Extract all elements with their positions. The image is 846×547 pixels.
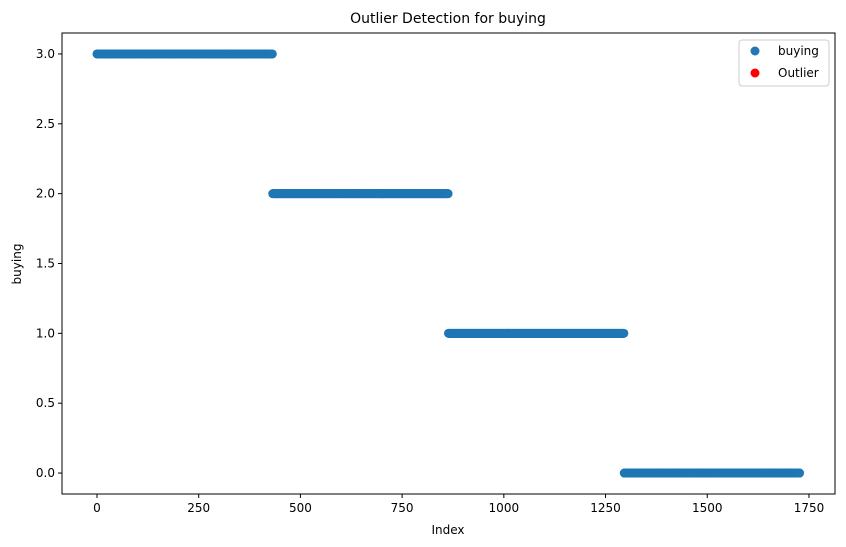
x-tick-label: 1750 bbox=[794, 501, 825, 515]
y-axis-ticks: 0.0 0.5 1.0 1.5 2.0 2.5 3.0 bbox=[36, 47, 62, 480]
legend: buying Outlier bbox=[738, 39, 830, 87]
series-0-run-0 bbox=[92, 49, 277, 59]
series-0-run-1 bbox=[268, 189, 453, 199]
data-point bbox=[443, 189, 453, 199]
data-point bbox=[619, 328, 629, 338]
x-tick-label: 500 bbox=[289, 501, 312, 515]
y-tick-label: 0.5 bbox=[36, 396, 55, 410]
x-tick-label: 1250 bbox=[590, 501, 621, 515]
chart-title: Outlier Detection for buying bbox=[350, 11, 546, 27]
y-tick-label: 0.0 bbox=[36, 466, 55, 480]
plot-area-frame bbox=[61, 32, 836, 495]
x-tick-label: 1000 bbox=[489, 501, 520, 515]
x-axis-ticks: 0 250 500 750 1000 1250 1500 1750 bbox=[93, 494, 824, 515]
y-tick-label: 3.0 bbox=[36, 47, 55, 61]
x-tick-label: 1500 bbox=[692, 501, 723, 515]
legend-marker-buying bbox=[750, 46, 760, 56]
legend-label-buying: buying bbox=[778, 44, 819, 58]
legend-marker-outlier bbox=[750, 68, 760, 78]
x-tick-label: 0 bbox=[93, 501, 101, 515]
y-tick-label: 2.5 bbox=[36, 117, 55, 131]
y-tick-label: 1.0 bbox=[36, 326, 55, 340]
legend-label-outlier: Outlier bbox=[778, 66, 819, 80]
y-tick-label: 1.5 bbox=[36, 257, 55, 271]
x-tick-label: 750 bbox=[391, 501, 414, 515]
series-0-run-3 bbox=[619, 468, 805, 478]
series-0-run-2 bbox=[444, 328, 629, 338]
x-tick-label: 250 bbox=[187, 501, 210, 515]
legend-frame bbox=[738, 39, 830, 87]
y-tick-label: 2.0 bbox=[36, 187, 55, 201]
y-axis-label: buying bbox=[10, 244, 24, 285]
data-point bbox=[795, 468, 805, 478]
data-points bbox=[92, 49, 805, 478]
data-point bbox=[267, 49, 277, 59]
x-axis-label: Index bbox=[431, 523, 464, 537]
